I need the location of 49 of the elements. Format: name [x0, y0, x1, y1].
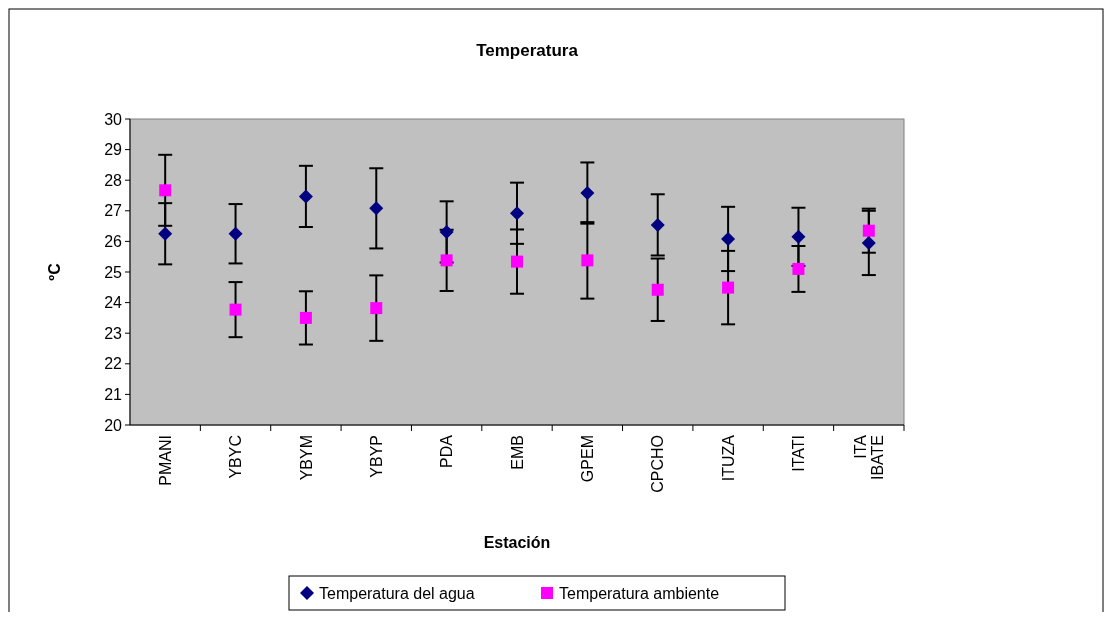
x-tick-label: PMANI [156, 435, 174, 486]
point [298, 189, 313, 204]
x-tick-label: CPCHO [649, 435, 667, 493]
point [580, 186, 595, 201]
y-tick-label: 26 [104, 233, 123, 250]
x-tick-label: YBYP [367, 435, 385, 478]
y-tick-label: 28 [104, 171, 123, 189]
y-tick-label: 21 [104, 386, 123, 403]
point [370, 302, 383, 315]
x-tick-label: YBYM [297, 435, 315, 481]
y-tick-label: 30 [104, 110, 123, 128]
point [440, 254, 453, 267]
x-tick-label: PDA [438, 434, 456, 468]
y-tick-label: 23 [104, 324, 123, 342]
x-tick-label: ITA IBATE [851, 434, 887, 481]
point [439, 224, 454, 239]
point [299, 311, 312, 324]
y-tick-label: 22 [104, 355, 123, 373]
point [721, 231, 736, 246]
y-tick-label: 24 [104, 294, 123, 312]
x-tick-label: ITUZA [719, 434, 737, 482]
y-tick-label: 25 [104, 263, 123, 281]
y-axis-title: ºC [46, 262, 63, 281]
point [229, 303, 242, 316]
point [510, 206, 524, 221]
point [369, 201, 384, 216]
point [159, 184, 172, 197]
y-tick-label: 29 [104, 141, 123, 159]
point [861, 235, 876, 250]
point [722, 281, 735, 294]
point [581, 254, 594, 267]
x-tick-label: EMB [508, 435, 526, 470]
x-tick-label: YBYC [227, 435, 245, 479]
legend-label: Temperatura ambiente [559, 584, 720, 602]
x-tick-label: ITATI [790, 435, 808, 472]
point [862, 224, 875, 237]
point [650, 217, 665, 232]
point [651, 283, 664, 296]
y-tick-label: 20 [104, 416, 123, 434]
y-tick-label: 27 [104, 202, 123, 220]
x-tick-label: GPEM [578, 435, 596, 483]
x-axis-title: Estación [483, 534, 551, 551]
point [511, 255, 523, 268]
legend-label: Temperatura del agua [319, 584, 475, 602]
point [792, 262, 805, 275]
chart-title: Temperatura [476, 41, 579, 60]
point [158, 226, 173, 241]
point [791, 229, 806, 244]
point [228, 226, 243, 241]
